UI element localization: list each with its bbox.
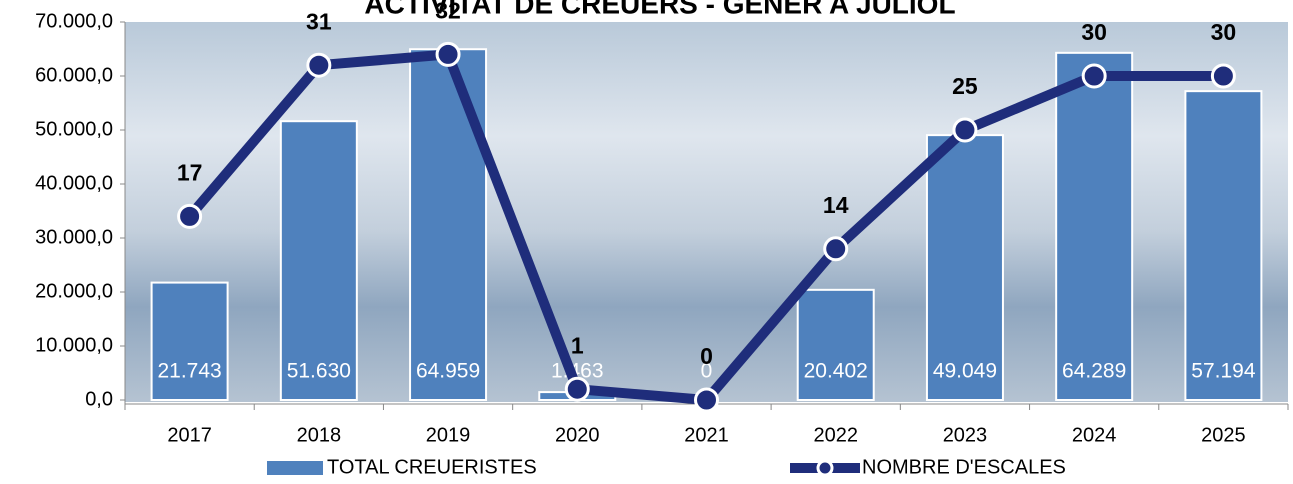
x-tick-label: 2017: [167, 424, 212, 446]
line-value-label: 30: [1081, 19, 1107, 45]
bar-value-label: 21.743: [157, 360, 221, 383]
x-tick-label: 2021: [684, 424, 729, 446]
bar-value-label: 20.402: [804, 360, 868, 383]
line-value-label: 14: [823, 192, 849, 218]
legend-marker: [816, 459, 834, 477]
line-marker: [952, 117, 978, 143]
line-value-label: 32: [435, 0, 461, 23]
y-tick-label: 60.000,0: [35, 64, 113, 86]
line-marker: [306, 52, 332, 78]
bar: [279, 120, 358, 401]
bar: [1184, 90, 1263, 401]
line-marker: [177, 203, 203, 229]
x-tick-label: 2025: [1201, 424, 1246, 446]
line-marker: [564, 376, 590, 402]
bar-value-label: 64.289: [1062, 360, 1126, 383]
y-tick-label: 10.000,0: [35, 334, 113, 356]
line-value-label: 30: [1211, 19, 1237, 45]
bar-value-label: 0: [701, 360, 713, 383]
bar-value-label: 51.630: [287, 360, 351, 383]
legend-label: NOMBRE D'ESCALES: [862, 456, 1066, 478]
y-tick-label: 0,0: [85, 388, 113, 410]
line-value-label: 0: [700, 343, 713, 369]
x-tick-label: 2023: [943, 424, 988, 446]
legend-label: TOTAL CREUERISTES: [327, 456, 537, 478]
line-marker: [694, 387, 719, 413]
y-tick-label: 20.000,0: [35, 280, 113, 302]
x-tick-label: 2024: [1072, 424, 1117, 446]
bar-value-label: 49.049: [933, 360, 997, 383]
legend-swatch: [267, 461, 323, 475]
bar-value-label: 57.194: [1191, 360, 1256, 383]
line-marker: [1081, 63, 1107, 89]
bar: [150, 281, 229, 401]
bar: [796, 288, 875, 401]
line-marker: [1210, 63, 1236, 89]
x-tick-label: 2019: [426, 424, 471, 446]
line-value-label: 1: [571, 332, 584, 358]
y-tick-label: 50.000,0: [35, 118, 113, 140]
chart-title: ACTIVITAT DE CREUERS - GENER A JULIOL: [364, 0, 955, 19]
y-tick-label: 40.000,0: [35, 172, 113, 194]
line-value-label: 25: [952, 73, 978, 99]
bar: [409, 48, 488, 401]
bar-value-label: 64.959: [416, 360, 480, 383]
line-marker: [823, 236, 849, 262]
x-tick-label: 2020: [555, 424, 600, 446]
x-tick-label: 2018: [297, 424, 342, 446]
line-value-label: 17: [177, 159, 203, 185]
y-tick-label: 30.000,0: [35, 226, 113, 248]
bar: [1055, 51, 1134, 402]
x-tick-label: 2022: [813, 424, 858, 446]
y-tick-label: 70.000,0: [35, 10, 113, 32]
line-marker: [435, 41, 461, 67]
line-value-label: 31: [306, 8, 332, 34]
